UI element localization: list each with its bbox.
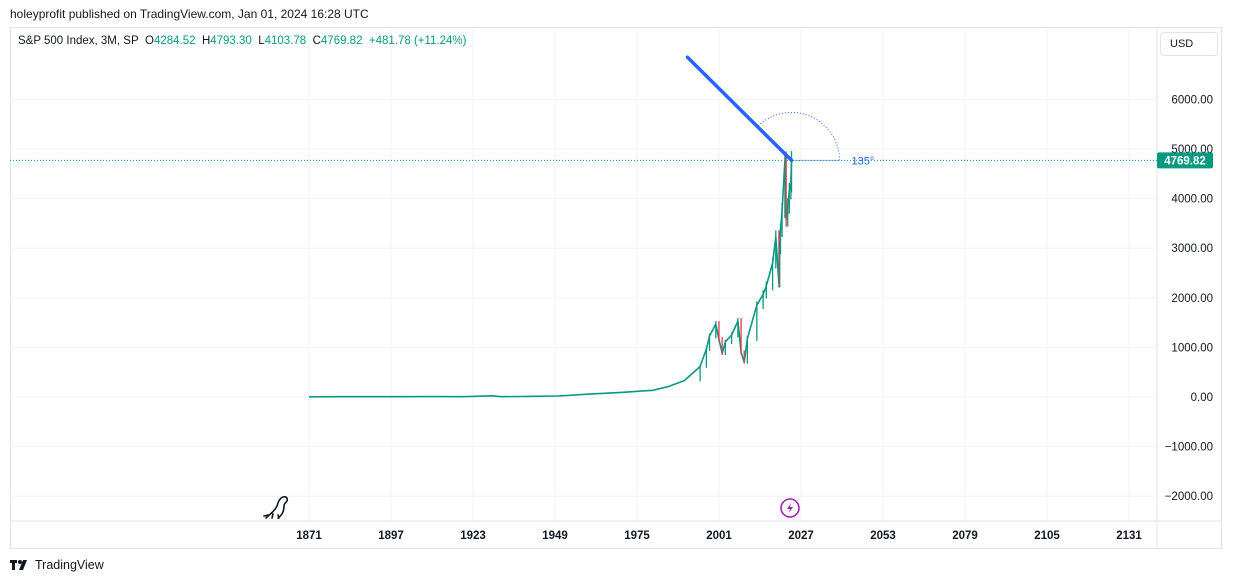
trend-line-drawing[interactable]: 135° (685, 55, 875, 167)
x-tick-label: 2053 (870, 530, 896, 542)
legend-low-label: L (258, 35, 265, 47)
y-tick-label: 0.00 (1191, 392, 1213, 404)
last-price-tag (1157, 152, 1213, 169)
y-tick-label: −1000.00 (1165, 442, 1213, 454)
x-tick-label: 2079 (952, 530, 978, 542)
chart-marks (263, 495, 800, 519)
y-axis: 6000.005000.004000.003000.002000.001000.… (1165, 94, 1213, 503)
x-axis: 1871 1897 1923 1949 1975 2001 2027 2053 2079 2105… (296, 530, 1142, 542)
y-tick-label: 4000.00 (1171, 194, 1213, 206)
x-tick-label: 1949 (542, 530, 568, 542)
last-price: 4769.82 (10, 152, 1213, 169)
trend-line (685, 55, 794, 163)
x-tick-label: 2001 (706, 530, 732, 542)
chart-frame (10, 27, 1222, 549)
x-tick-label: 1871 (296, 530, 322, 542)
flash-event-icon (780, 498, 800, 518)
published-info: holeyprofit published on TradingView.com… (10, 7, 369, 21)
legend-high: 4793.30 (210, 35, 252, 47)
legend-open-label: O (145, 35, 154, 47)
x-tick-label: 1897 (378, 530, 404, 542)
currency-button[interactable]: USD (1160, 32, 1218, 56)
y-tick-label: 3000.00 (1171, 243, 1213, 255)
legend-high-label: H (201, 35, 211, 47)
legend-close-label: C (312, 35, 321, 47)
x-tick-label: 2105 (1034, 530, 1060, 542)
tradingview-logo-icon (10, 560, 27, 570)
y-tick-label: 6000.00 (1171, 94, 1213, 106)
legend-close: 4769.82 (320, 35, 363, 47)
last-price-label: 4769.82 (1164, 155, 1206, 167)
tradingview-footer[interactable]: TradingView (10, 558, 104, 572)
legend-open: 4284.52 (153, 35, 196, 47)
price-series (308, 150, 793, 398)
x-tick-label: 1975 (624, 530, 650, 542)
x-tick-label: 1923 (460, 530, 486, 542)
angle-label: 135° (852, 155, 875, 167)
symbol-legend: S&P 500 Index, 3M, SP O4284.52 H4793.30 … (18, 35, 467, 47)
y-tick-label: 1000.00 (1171, 342, 1213, 354)
y-tick-label: 2000.00 (1171, 293, 1213, 305)
dinosaur-icon (263, 495, 289, 519)
legend-symbol[interactable]: S&P 500 Index, 3M, SP (18, 35, 139, 47)
x-tick-label: 2131 (1116, 530, 1142, 542)
legend-low: 4103.78 (264, 35, 307, 47)
footer-brand: TradingView (35, 558, 104, 572)
grid (10, 28, 1222, 548)
legend-change: +481.78 (+11.24%) (368, 35, 467, 47)
angle-arc (757, 111, 841, 161)
x-tick-label: 2027 (788, 530, 814, 542)
y-tick-label: −2000.00 (1165, 491, 1213, 503)
